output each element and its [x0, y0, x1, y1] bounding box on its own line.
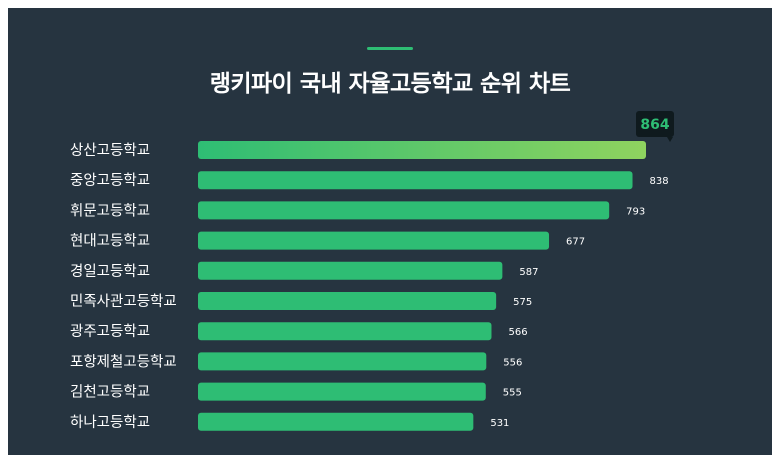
top-value-badge: 864	[636, 111, 674, 142]
category-label: 민족사관고등학교	[70, 293, 177, 310]
bar	[198, 322, 492, 341]
category-label: 광주고등학교	[70, 323, 150, 340]
title-accent-line	[367, 47, 413, 50]
bar	[198, 292, 497, 310]
category-label: 경일고등학교	[70, 263, 150, 280]
bar-chart: 상산고등학교 864 중앙고등학교 838 휘문고등학교 793 현대고등학교 677 경일고등…	[70, 111, 674, 431]
category-label: 하나고등학교	[70, 414, 150, 431]
category-label: 김천고등학교	[70, 384, 150, 401]
value-label: 838	[650, 176, 669, 187]
value-label: 677	[566, 237, 585, 248]
bar	[198, 231, 550, 250]
category-label: 현대고등학교	[70, 233, 150, 250]
chart-title: 랭키파이 국내 자율고등학교 순위 차트	[209, 71, 571, 97]
value-label: 575	[513, 297, 532, 308]
category-label: 상산고등학교	[70, 142, 150, 159]
bar	[198, 382, 486, 401]
value-label: 555	[503, 388, 522, 399]
bar	[198, 412, 474, 431]
bar	[198, 352, 487, 371]
chart-panel: 랭키파이 국내 자율고등학교 순위 차트 상산고등학교 864 중앙고등학교 838 휘…	[8, 8, 772, 455]
value-label: 531	[490, 418, 509, 429]
value-label: 566	[508, 327, 527, 338]
category-label: 중앙고등학교	[70, 172, 150, 189]
category-label: 휘문고등학교	[70, 202, 150, 219]
value-label: 556	[503, 357, 522, 368]
category-label: 포항제철고등학교	[70, 353, 177, 370]
bar	[198, 141, 646, 159]
value-label: 793	[626, 206, 645, 217]
top-value-label: 864	[640, 117, 669, 133]
bar	[198, 171, 633, 190]
bar	[198, 261, 503, 280]
value-label: 587	[519, 267, 538, 278]
bar	[198, 201, 610, 220]
